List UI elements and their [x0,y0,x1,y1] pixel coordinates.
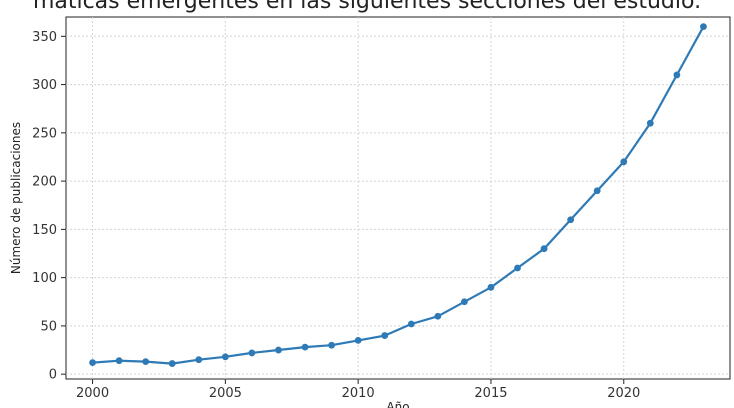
data-point [487,283,495,291]
x-tick-label: 2015 [474,386,507,401]
y-tick-label: 200 [32,175,57,190]
x-tick-label: 2010 [342,386,375,401]
data-point [646,119,654,127]
data-point [461,298,468,306]
data-point [221,353,229,361]
data-point [168,360,176,367]
data-point [328,341,335,349]
data-point [540,245,548,253]
y-tick-label: 100 [32,271,57,286]
data-point [275,346,282,354]
data-point [89,359,96,366]
y-axis-ticks: 0 50 100 150 200 250 300 350 [32,30,66,383]
data-point [301,343,309,351]
data-point [593,187,601,195]
y-tick-label: 250 [32,126,57,141]
x-tick-label: 2005 [209,386,242,401]
x-tick-label: 2000 [76,386,109,401]
data-point [620,158,628,166]
data-point [673,71,681,79]
x-axis-label: Año [386,400,409,408]
x-axis-ticks: 2000 2005 2010 2015 2020 [76,379,640,401]
y-tick-label: 350 [32,30,57,45]
data-point [354,336,362,344]
data-point [195,356,203,364]
x-tick-label: 2020 [607,386,640,401]
y-axis-label: Número de publicaciones [9,122,23,274]
data-point [700,23,707,31]
data-point [381,332,389,339]
grid-lines [66,17,730,379]
y-tick-label: 300 [32,78,57,93]
caption-text: máticas emergentes en las siguientes sec… [32,0,702,14]
y-tick-label: 50 [40,319,57,334]
data-point [248,349,256,357]
plot-area [65,16,731,380]
data-point [407,320,415,328]
y-tick-label: 150 [32,223,57,238]
y-tick-label: 0 [49,368,57,383]
series-line [92,26,705,365]
data-point [567,216,575,224]
data-point [434,312,442,320]
data-point [115,357,123,365]
data-point [142,358,150,366]
data-point [514,264,521,272]
series-group [89,23,707,367]
